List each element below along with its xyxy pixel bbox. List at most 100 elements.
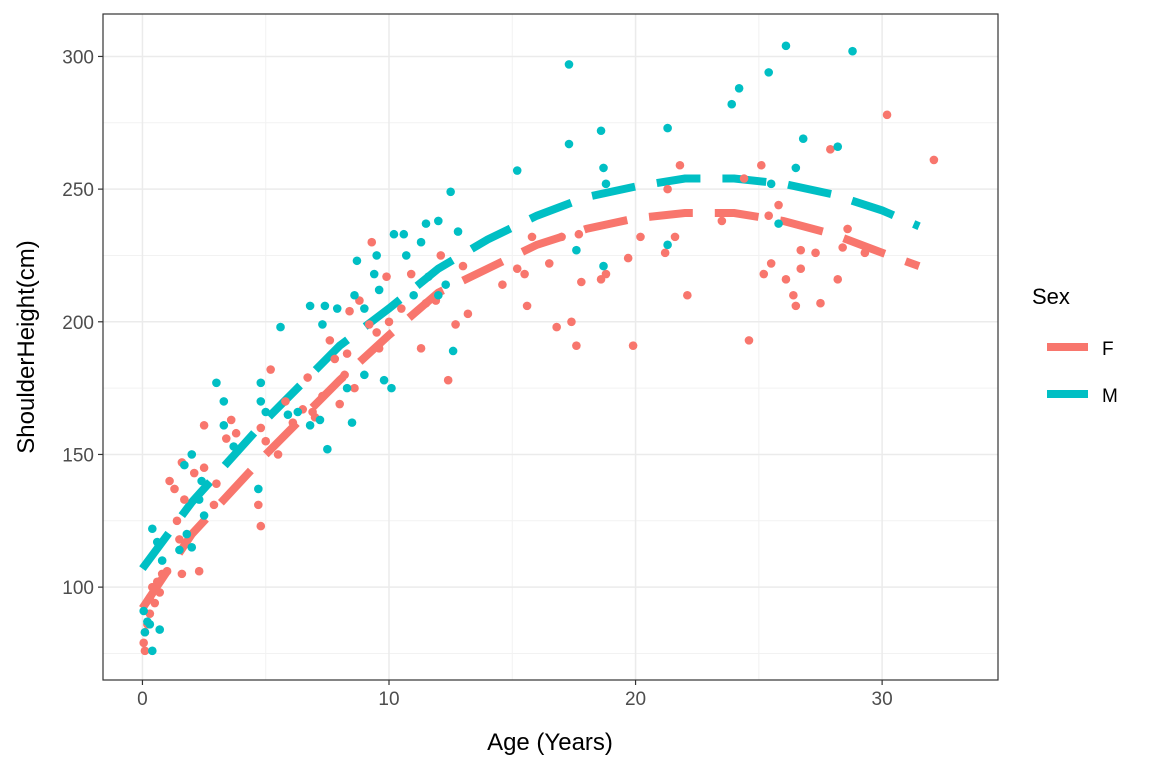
point-F [463,309,473,319]
x-tick-label: 30 [872,689,893,710]
legend-title: Sex [1032,284,1070,309]
y-axis-label: ShoulderHeight(cm) [13,240,40,453]
x-tick-label: 20 [625,689,646,710]
point-M [372,251,381,260]
point-M [175,545,184,555]
point-F [552,322,561,332]
point-F [811,248,820,258]
point-M [187,543,197,552]
point-M [791,163,801,173]
point-F [458,261,468,271]
point-M [663,240,672,250]
point-F [421,298,431,308]
point-M [434,216,443,226]
point-F [221,434,231,443]
point-F [199,420,209,430]
point-M [318,320,327,329]
point-M [360,304,369,313]
point-M [350,290,359,300]
point-F [165,476,174,486]
fit-line-M [139,174,921,571]
point-M [369,269,379,279]
point-F [140,646,150,656]
point-M [157,556,167,565]
point-F [384,317,394,327]
point-F [663,184,672,194]
point-M [199,511,209,520]
point-M [320,301,330,311]
point-F [199,463,209,473]
point-M [347,418,357,427]
point-M [139,606,148,616]
point-F [577,277,586,287]
point-M [219,397,229,406]
point-F [177,569,187,579]
point-F [739,174,749,183]
point-F [838,243,847,252]
point-F [335,399,344,409]
point-F [670,232,680,242]
point-M [409,290,418,300]
point-M [360,370,369,380]
point-F [416,344,426,353]
point-M [434,290,443,300]
point-M [293,407,303,417]
point-M [781,41,791,51]
point-M [352,256,362,266]
point-M [512,166,522,175]
point-M [212,378,221,388]
point-F [683,290,692,300]
point-F [520,269,529,279]
point-F [345,306,354,316]
point-F [330,354,340,364]
point-F [212,479,221,488]
point-F [189,468,199,478]
point-F [759,269,769,279]
point-F [364,320,374,329]
point-M [342,383,352,393]
point-F [443,375,453,385]
point-F [660,248,670,258]
point-M [399,229,409,239]
x-axis-label: Age (Years) [487,729,613,756]
point-F [350,383,359,393]
point-M [601,179,611,189]
point-M [774,219,783,228]
point-F [574,229,584,239]
point-M [305,420,315,430]
point-M [276,322,285,332]
point-F [406,269,416,279]
point-F [781,275,791,284]
point-M [421,219,431,228]
point-F [860,248,870,258]
point-M [424,272,433,281]
point-F [372,328,381,337]
point-M [379,375,389,385]
point-F [929,155,939,165]
point-F [281,397,290,406]
y-tick-label: 300 [62,47,94,68]
point-M [727,99,737,109]
point-M [599,163,608,173]
point-F [340,370,349,380]
point-M [194,495,204,504]
point-F [303,373,312,382]
legend-label-F: F [1102,339,1114,360]
point-F [623,253,633,263]
point-F [451,320,460,329]
point-F [194,566,204,576]
point-M [374,285,384,295]
point-F [226,415,236,425]
point-M [323,444,332,454]
point-F [757,160,766,170]
point-F [150,598,160,608]
y-tick-label: 200 [62,313,94,334]
point-M [389,229,399,239]
point-M [187,450,197,459]
point-F [261,436,271,446]
point-M [256,397,266,406]
y-tick-label: 250 [62,180,94,201]
y-tick-label: 150 [62,445,94,466]
point-F [367,237,377,247]
